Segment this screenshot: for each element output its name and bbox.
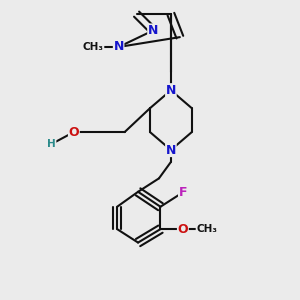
Text: N: N [113,40,124,53]
Text: O: O [68,126,79,139]
Text: N: N [166,84,176,97]
Text: N: N [148,24,158,37]
Text: CH₃: CH₃ [196,224,217,234]
Text: O: O [178,223,188,236]
Text: CH₃: CH₃ [83,42,104,52]
Text: H: H [47,139,56,149]
Text: F: F [178,186,187,199]
Text: N: N [166,143,176,157]
